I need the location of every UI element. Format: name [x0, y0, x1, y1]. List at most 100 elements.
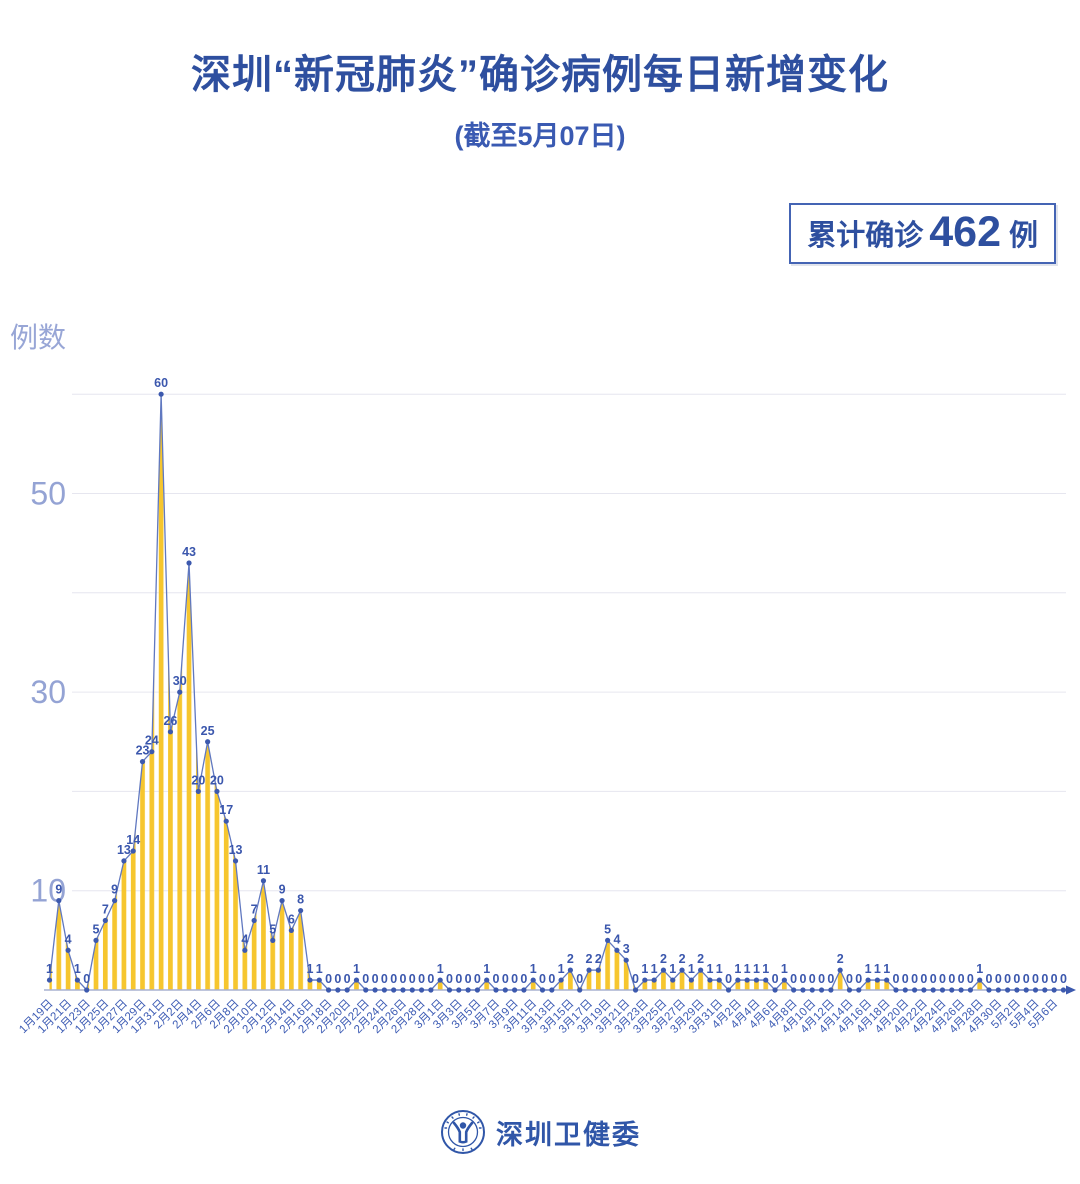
svg-text:0: 0 — [427, 972, 434, 986]
svg-text:9: 9 — [279, 883, 286, 897]
svg-text:1: 1 — [306, 962, 313, 976]
data-point-dots — [46, 391, 1067, 993]
svg-text:0: 0 — [772, 972, 779, 986]
svg-text:11: 11 — [257, 863, 270, 877]
svg-text:0: 0 — [1051, 972, 1058, 986]
svg-text:1: 1 — [641, 962, 648, 976]
svg-text:25: 25 — [201, 724, 215, 738]
svg-text:0: 0 — [827, 972, 834, 986]
svg-text:24: 24 — [145, 734, 159, 748]
svg-text:0: 0 — [948, 972, 955, 986]
svg-text:0: 0 — [493, 972, 500, 986]
svg-text:43: 43 — [182, 545, 196, 559]
svg-text:7: 7 — [102, 902, 109, 916]
svg-text:0: 0 — [855, 972, 862, 986]
svg-text:0: 0 — [920, 972, 927, 986]
svg-text:0: 0 — [939, 972, 946, 986]
svg-text:26: 26 — [163, 714, 177, 728]
svg-text:0: 0 — [474, 972, 481, 986]
svg-text:20: 20 — [210, 773, 224, 787]
svg-text:1: 1 — [74, 962, 81, 976]
svg-text:0: 0 — [1060, 972, 1067, 986]
svg-text:0: 0 — [995, 972, 1002, 986]
svg-text:0: 0 — [409, 972, 416, 986]
data-point-value-labels: 1941057913142324602630432025201713471159… — [46, 376, 1067, 986]
badge-unit: 例 — [1008, 219, 1038, 252]
svg-text:0: 0 — [83, 972, 90, 986]
svg-text:0: 0 — [455, 972, 462, 986]
svg-text:0: 0 — [1004, 972, 1011, 986]
svg-text:0: 0 — [930, 972, 937, 986]
svg-text:1: 1 — [530, 962, 537, 976]
svg-text:5: 5 — [604, 922, 611, 936]
svg-text:2: 2 — [660, 952, 667, 966]
svg-text:9: 9 — [55, 883, 62, 897]
svg-text:0: 0 — [809, 972, 816, 986]
svg-text:1: 1 — [734, 962, 741, 976]
svg-text:0: 0 — [846, 972, 853, 986]
svg-text:1: 1 — [865, 962, 872, 976]
svg-text:0: 0 — [520, 972, 527, 986]
svg-text:1: 1 — [688, 962, 695, 976]
svg-text:30: 30 — [173, 674, 187, 688]
svg-text:0: 0 — [372, 972, 379, 986]
svg-text:1: 1 — [669, 962, 676, 976]
svg-text:0: 0 — [548, 972, 555, 986]
svg-text:0: 0 — [902, 972, 909, 986]
svg-text:30: 30 — [30, 674, 66, 710]
svg-text:1: 1 — [744, 962, 751, 976]
y-axis-title: 例数 — [10, 322, 67, 353]
svg-text:0: 0 — [344, 972, 351, 986]
svg-text:0: 0 — [390, 972, 397, 986]
svg-text:4: 4 — [65, 932, 72, 946]
svg-text:1: 1 — [316, 962, 323, 976]
svg-text:50: 50 — [30, 476, 66, 512]
svg-text:0: 0 — [818, 972, 825, 986]
svg-text:1: 1 — [716, 962, 723, 976]
svg-text:60: 60 — [154, 376, 168, 390]
svg-text:0: 0 — [1023, 972, 1030, 986]
svg-text:1: 1 — [483, 962, 490, 976]
svg-text:0: 0 — [790, 972, 797, 986]
svg-text:0: 0 — [725, 972, 732, 986]
footer-org-name: 深圳卫健委 — [496, 1119, 641, 1150]
svg-text:2: 2 — [697, 952, 704, 966]
svg-text:0: 0 — [446, 972, 453, 986]
svg-text:2: 2 — [595, 952, 602, 966]
badge-label: 累计确诊 — [807, 219, 924, 252]
svg-text:1: 1 — [651, 962, 658, 976]
page-title: 深圳“新冠肺炎”确诊病例每日新增变化 — [191, 53, 889, 97]
svg-text:4: 4 — [613, 932, 620, 946]
series-area-striped — [49, 394, 1064, 990]
svg-text:9: 9 — [111, 883, 118, 897]
svg-text:2: 2 — [586, 952, 593, 966]
svg-text:0: 0 — [799, 972, 806, 986]
svg-text:1: 1 — [781, 962, 788, 976]
daily-cases-chart: 10 30 50 1 9 4 1 0 5 7 9 13 14 23 24 60 26 30 43 20 25 20 17 13… — [0, 300, 1080, 1080]
svg-text:7: 7 — [251, 902, 258, 916]
svg-text:0: 0 — [967, 972, 974, 986]
svg-text:1: 1 — [976, 962, 983, 976]
svg-text:0: 0 — [1041, 972, 1048, 986]
svg-text:8: 8 — [297, 893, 304, 907]
svg-text:0: 0 — [381, 972, 388, 986]
svg-text:20: 20 — [191, 773, 205, 787]
svg-text:0: 0 — [502, 972, 509, 986]
svg-text:0: 0 — [334, 972, 341, 986]
footer: 深圳卫健委 — [0, 1108, 1080, 1156]
svg-text:13: 13 — [117, 843, 131, 857]
svg-text:2: 2 — [567, 952, 574, 966]
badge-value: 462 — [929, 208, 1001, 256]
health-commission-logo-icon — [441, 1110, 485, 1154]
svg-text:1: 1 — [753, 962, 760, 976]
svg-text:2: 2 — [837, 952, 844, 966]
svg-text:5: 5 — [269, 922, 276, 936]
svg-text:0: 0 — [893, 972, 900, 986]
svg-text:0: 0 — [911, 972, 918, 986]
svg-text:1: 1 — [353, 962, 360, 976]
page-subtitle: (截至5月07日) — [454, 121, 626, 151]
svg-text:2: 2 — [679, 952, 686, 966]
svg-text:0: 0 — [511, 972, 518, 986]
svg-text:1: 1 — [46, 962, 53, 976]
svg-text:1: 1 — [762, 962, 769, 976]
